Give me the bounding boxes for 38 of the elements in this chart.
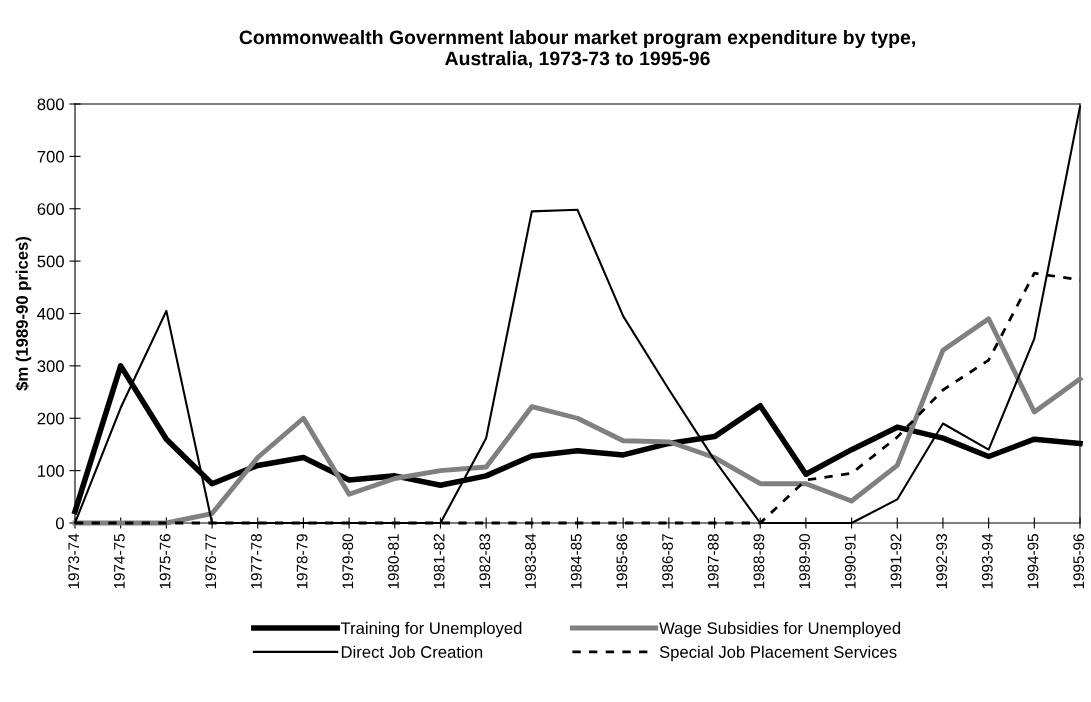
x-tick-label: 1987-88 <box>707 534 719 589</box>
x-tick-label: 1975-76 <box>159 534 171 589</box>
chart-title: Commonwealth Government labour market program expenditure by type, Australia, 1973-73 to 1995-96 <box>239 29 915 69</box>
x-tick-label: 1993-94 <box>981 533 993 589</box>
legend-label: Training for Unemployed <box>340 621 522 638</box>
x-tick-label: 1983-84 <box>525 533 536 589</box>
y-tick-label: 0 <box>55 517 64 530</box>
x-tick-label: 1988-89 <box>753 534 765 589</box>
y-tick-label: 500 <box>37 255 64 268</box>
x-tick-label: 1973-74 <box>68 533 80 589</box>
y-tick-label: 200 <box>37 412 64 425</box>
x-tick-label: 1989-90 <box>799 534 811 589</box>
y-tick-label: 300 <box>37 360 64 373</box>
x-tick-label: 1974-75 <box>113 534 125 589</box>
x-tick-label: 1986-87 <box>662 534 673 589</box>
x-tick-label: 1980-81 <box>388 534 399 589</box>
x-tick-label: 1982-83 <box>479 534 491 589</box>
x-tick-label: 1981-82 <box>433 534 445 589</box>
x-tick-label: 1985-86 <box>616 534 628 589</box>
y-tick-label: 800 <box>37 98 64 111</box>
x-tick-label: 1978-79 <box>296 534 308 589</box>
x-tick-label: 1976-77 <box>205 534 217 589</box>
x-tick-label: 1995-96 <box>1073 534 1085 589</box>
legend-label: Direct Job Creation <box>341 645 483 658</box>
legend-label: Wage Subsidies for Unemployed <box>659 621 901 638</box>
x-tick-label: 1984-85 <box>570 534 582 589</box>
x-tick-label: 1977-78 <box>251 534 262 589</box>
y-tick-label: 400 <box>37 307 64 320</box>
y-tick-label: 700 <box>37 150 64 163</box>
x-tick-label: 1992-93 <box>936 534 948 589</box>
x-tick-label: 1991-92 <box>890 534 902 589</box>
y-tick-label: 100 <box>38 465 64 477</box>
x-tick-label: 1979-80 <box>342 534 354 589</box>
y-axis-title: $m (1989-90 prices) <box>15 236 32 391</box>
legend-label: Special Job Placement Services <box>659 645 897 662</box>
y-tick-label: 600 <box>37 203 64 215</box>
x-tick-label: 1994-95 <box>1027 534 1039 589</box>
x-tick-label: 1990-91 <box>844 534 856 589</box>
